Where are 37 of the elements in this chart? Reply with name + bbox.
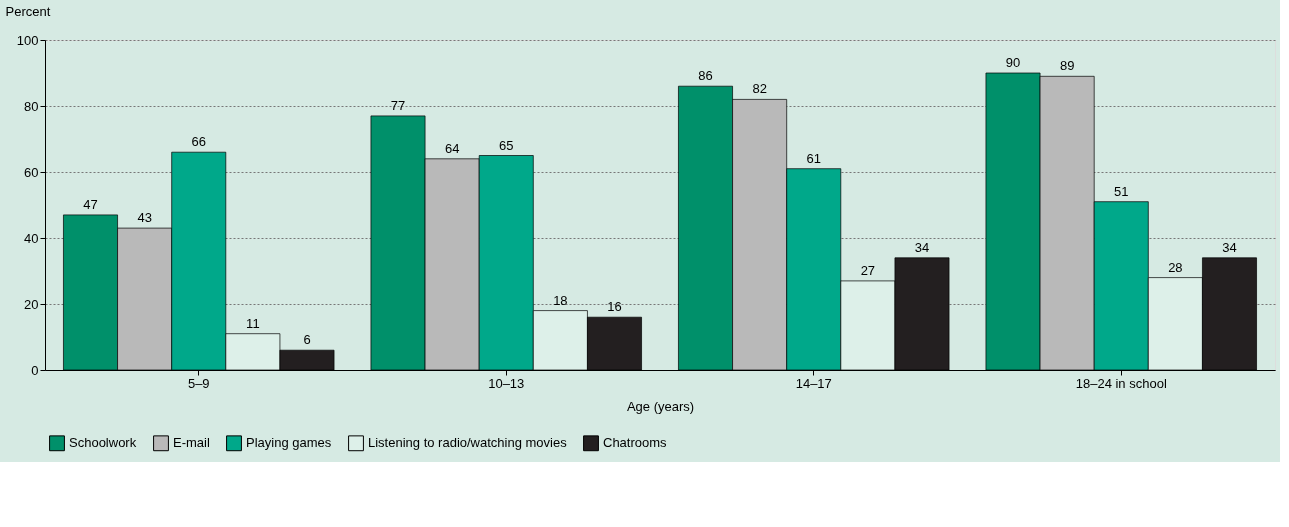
data-label: 51 [1114, 183, 1129, 199]
data-label: 34 [914, 239, 930, 255]
data-label: 28 [1168, 259, 1183, 275]
data-label: 18 [553, 292, 568, 308]
x-tick-label: 14–17 [795, 375, 832, 391]
data-label: 6 [303, 332, 311, 348]
data-label: 27 [860, 262, 876, 278]
data-label: 90 [1005, 55, 1021, 70]
data-label: 77 [390, 97, 406, 113]
x-tick-label: 5–9 [187, 375, 210, 391]
data-label: 43 [137, 210, 152, 226]
legend-label: Playing games [246, 435, 332, 451]
x-tick-label: 18–24 in school [1075, 375, 1167, 391]
data-label: 34 [1222, 239, 1237, 255]
y-tick-label: 100 [16, 32, 39, 48]
data-label: 47 [83, 196, 98, 212]
legend-label: E-mail [173, 435, 210, 451]
data-label: 82 [752, 81, 767, 97]
data-label: 66 [191, 134, 206, 150]
data-label: 64 [444, 140, 460, 156]
y-tick-label: 60 [24, 164, 39, 180]
y-tick-label: 0 [31, 362, 39, 378]
x-axis-title: Age (years) [626, 398, 695, 414]
legend-label: Schoolwork [69, 435, 137, 451]
data-label: 65 [499, 137, 514, 153]
y-tick-label: 40 [24, 230, 39, 246]
y-tick-label: 80 [24, 98, 39, 114]
legend-label: Listening to radio/watching movies [368, 435, 568, 451]
y-tick-label: 20 [24, 296, 39, 312]
data-label: 86 [698, 68, 713, 84]
data-label: 11 [246, 315, 260, 331]
data-label: 16 [607, 299, 622, 315]
x-tick-label: 10–13 [488, 375, 525, 391]
legend-label: Chatrooms [603, 435, 668, 451]
y-axis-title: Percent [5, 3, 51, 19]
data-label: 61 [806, 150, 821, 166]
data-label: 89 [1059, 58, 1075, 74]
